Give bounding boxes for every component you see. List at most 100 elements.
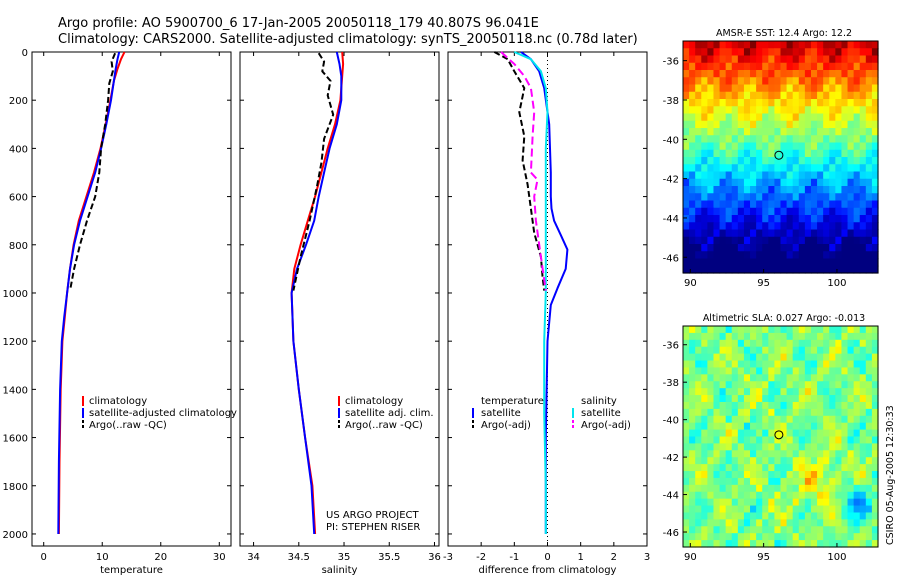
map-cell — [725, 135, 733, 144]
map-cell — [817, 41, 824, 49]
map-cell — [695, 408, 702, 417]
map-cell — [871, 326, 879, 334]
map-cell — [804, 436, 812, 445]
map-cell — [835, 374, 843, 382]
map-cell — [865, 491, 873, 500]
map-cell — [847, 128, 855, 136]
map-cell — [707, 401, 715, 410]
map-cell — [865, 326, 873, 334]
map-cell — [683, 491, 690, 500]
map-cell — [847, 381, 855, 389]
map-cell — [823, 512, 830, 520]
map-cell — [725, 360, 733, 369]
map-cell — [737, 464, 745, 472]
map-cell — [859, 41, 867, 49]
map-cell — [737, 149, 745, 158]
map-cell — [737, 450, 745, 458]
map-cell — [701, 48, 708, 57]
map-cell — [725, 443, 733, 451]
map-cell — [719, 91, 727, 100]
map-cell — [707, 526, 715, 534]
map-cell — [810, 186, 818, 194]
map-cell — [695, 415, 702, 424]
map-cell — [774, 540, 782, 548]
map-cell — [719, 360, 727, 369]
map-cell — [713, 395, 721, 403]
map-cell — [713, 381, 721, 389]
map-cell — [750, 91, 757, 100]
map-cell — [798, 443, 806, 451]
map-cell — [841, 193, 849, 202]
map-cell — [701, 436, 708, 445]
map-cell — [713, 526, 721, 534]
map-cell — [701, 41, 708, 49]
map-cell — [792, 171, 800, 180]
map-cell — [804, 526, 812, 534]
map-cell — [737, 360, 745, 369]
map-cell — [725, 457, 733, 465]
map-cell — [780, 193, 788, 202]
map-cell — [695, 491, 702, 500]
map-cell — [847, 70, 855, 78]
map-cell — [762, 374, 769, 382]
map-cell — [719, 374, 727, 382]
map-cell — [737, 374, 745, 382]
map-cell — [786, 408, 794, 417]
map-cell — [798, 471, 806, 479]
map-cell — [786, 106, 794, 115]
map-cell — [817, 360, 824, 369]
map-cell — [786, 62, 794, 71]
map-cell — [743, 229, 751, 238]
map-cell — [835, 540, 843, 548]
map-cell — [756, 265, 763, 274]
map-cell — [847, 41, 855, 49]
map-cell — [725, 164, 733, 173]
map-cell — [786, 367, 794, 375]
map-cell — [792, 374, 800, 382]
map-cell — [835, 443, 843, 451]
map-cell — [725, 533, 733, 541]
map-cell — [737, 178, 745, 187]
y-tick-label: 400 — [9, 144, 28, 155]
map-cell — [731, 491, 739, 500]
map-cell — [743, 477, 751, 486]
map-cell — [683, 464, 690, 472]
map-cell — [689, 113, 696, 122]
map-x-tick-label: 90 — [684, 552, 697, 563]
map-cell — [719, 512, 727, 520]
map-cell — [719, 62, 727, 71]
map-cell — [810, 498, 818, 507]
map-cell — [707, 457, 715, 465]
map-cell — [689, 70, 696, 78]
map-cell — [731, 48, 739, 57]
map-cell — [743, 353, 751, 362]
map-cell — [762, 164, 769, 173]
map-cell — [725, 62, 733, 71]
map-cell — [835, 113, 843, 122]
map-cell — [780, 142, 788, 151]
map-cell — [835, 229, 843, 238]
map-cell — [774, 457, 782, 465]
map-cell — [829, 353, 836, 362]
map-cell — [871, 186, 879, 194]
map-cell — [853, 326, 861, 334]
map-cell — [829, 120, 836, 129]
map-cell — [841, 229, 849, 238]
map-cell — [762, 429, 769, 438]
map-cell — [695, 450, 702, 458]
map-cell — [743, 70, 751, 78]
map-cell — [798, 429, 806, 438]
map-cell — [847, 526, 855, 534]
map-cell — [847, 498, 855, 507]
map-cell — [707, 265, 715, 274]
map-cell — [713, 178, 721, 187]
map-cell — [701, 415, 708, 424]
map-cell — [731, 422, 739, 431]
map-cell — [841, 41, 849, 49]
map-cell — [841, 128, 849, 136]
map-cell — [689, 401, 696, 410]
map-cell — [683, 200, 690, 209]
map-cell — [731, 374, 739, 382]
map-cell — [762, 415, 769, 424]
